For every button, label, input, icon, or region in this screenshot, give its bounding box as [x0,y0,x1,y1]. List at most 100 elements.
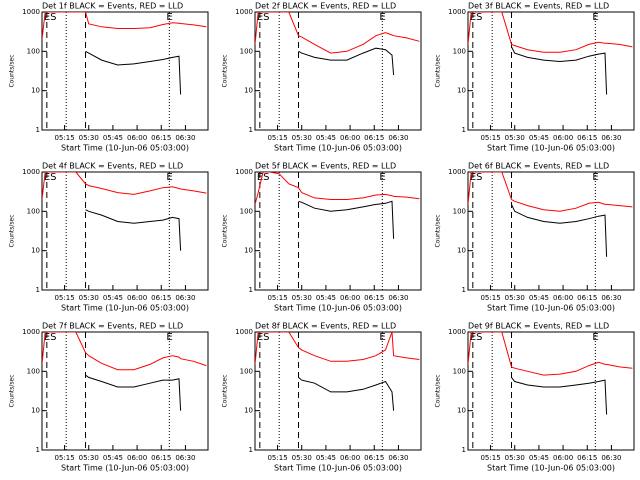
x-tick-label: 06:30 [388,294,408,302]
x-tick-label: 06:00 [340,134,360,142]
x-tick-label: 06:00 [340,294,360,302]
x-tick-label: 05:30 [505,454,525,462]
x-tick-label: 05:45 [316,294,336,302]
y-tick-label: 1 [36,446,40,454]
x-tick-label: 05:15 [480,294,500,302]
x-tick-label: 06:15 [577,454,597,462]
x-axis-label: Start Time (10-Jun-06 05:03:00) [487,304,615,313]
plot-frame [41,11,209,131]
x-tick-label: 05:30 [505,134,525,142]
series-line [85,50,182,95]
plot-frame [254,331,422,451]
series-line [42,12,207,40]
y-tick-label: 1 [462,286,466,294]
y-tick-label: 100 [453,207,466,215]
annotation: ES [44,172,57,183]
chart-title: Det 5f BLACK = Events, RED = LLD [255,162,396,171]
y-axis-label: Counts/sec [435,374,442,407]
plot-frame [254,171,422,291]
x-tick-label: 05:15 [480,134,500,142]
y-tick-label: 1000 [235,168,253,176]
y-tick-label: 100 [27,207,40,215]
chart-title: Det 8f BLACK = Events, RED = LLD [255,322,396,331]
panel: Det 9f BLACK = Events, RED = LLD Start Ti… [435,322,635,473]
x-tick-label: 06:15 [364,454,384,462]
x-tick-label: 05:30 [292,294,312,302]
annotation: ES [257,172,270,183]
x-tick-label: 06:15 [151,134,171,142]
series-line [511,204,608,257]
x-tick-label: 06:30 [175,294,195,302]
annotation: E [166,172,172,183]
panel: Det 6f BLACK = Events, RED = LLD Start Ti… [435,162,635,313]
annotation: ES [257,332,270,343]
y-axis-label: Counts/sec [9,374,16,407]
x-tick-label: 05:45 [529,134,549,142]
y-tick-label: 100 [240,367,253,375]
x-tick-label: 06:30 [175,134,195,142]
y-tick-label: 1 [249,446,253,454]
x-tick-label: 06:15 [577,134,597,142]
x-tick-label: 06:15 [577,294,597,302]
series-line [298,47,395,76]
chart-title: Det 6f BLACK = Events, RED = LLD [468,162,609,171]
y-tick-label: 1000 [235,328,253,336]
annotation: E [379,172,385,183]
y-tick-label: 100 [240,47,253,55]
y-tick-label: 1000 [448,8,466,16]
x-tick-label: 05:30 [79,294,99,302]
series-line [85,374,182,411]
x-tick-label: 05:15 [54,294,74,302]
chart-title: Det 7f BLACK = Events, RED = LLD [42,322,183,331]
series-line [511,46,608,95]
y-tick-label: 1 [462,446,466,454]
panel: Det 4f BLACK = Events, RED = LLD Start Ti… [9,162,209,313]
y-axis-label: Counts/sec [9,54,16,87]
x-tick-label: 06:15 [151,294,171,302]
x-axis-label: Start Time (10-Jun-06 05:03:00) [487,144,615,153]
x-tick-label: 06:15 [151,454,171,462]
annotation: E [166,12,172,23]
y-tick-label: 1 [36,286,40,294]
panel: Det 1f BLACK = Events, RED = LLD Start Ti… [9,2,209,153]
y-tick-label: 10 [244,407,253,415]
x-tick-label: 06:30 [388,454,408,462]
x-tick-label: 06:30 [601,454,621,462]
y-tick-label: 1000 [448,328,466,336]
x-axis-label: Start Time (10-Jun-06 05:03:00) [61,464,189,473]
y-axis-label: Counts/sec [222,374,229,407]
y-tick-label: 10 [244,247,253,255]
y-tick-label: 10 [31,87,40,95]
x-axis-label: Start Time (10-Jun-06 05:03:00) [274,304,402,313]
y-tick-label: 10 [31,407,40,415]
y-tick-label: 1 [249,286,253,294]
chart-title: Det 3f BLACK = Events, RED = LLD [468,2,609,11]
x-tick-label: 05:15 [267,134,287,142]
series-line [42,332,207,371]
y-tick-label: 1000 [22,168,40,176]
y-tick-label: 100 [27,367,40,375]
panel: Det 2f BLACK = Events, RED = LLD Start Ti… [222,2,422,153]
x-tick-label: 05:15 [267,454,287,462]
series-line [255,12,420,54]
series-line [42,172,207,200]
x-tick-label: 06:00 [340,454,360,462]
annotation: ES [44,12,57,23]
x-tick-label: 05:30 [79,454,99,462]
x-tick-label: 05:45 [103,134,123,142]
series-line [468,172,633,212]
series-line [298,377,395,411]
plot-frame [467,171,635,291]
y-tick-label: 1 [462,126,466,134]
y-tick-label: 100 [453,367,466,375]
y-tick-label: 1 [36,126,40,134]
y-tick-label: 10 [457,247,466,255]
y-tick-label: 10 [31,247,40,255]
annotation: ES [470,172,483,183]
y-tick-label: 10 [457,87,466,95]
x-axis-label: Start Time (10-Jun-06 05:03:00) [61,304,189,313]
annotation: E [379,332,385,343]
x-tick-label: 06:00 [553,454,573,462]
x-tick-label: 06:30 [175,454,195,462]
